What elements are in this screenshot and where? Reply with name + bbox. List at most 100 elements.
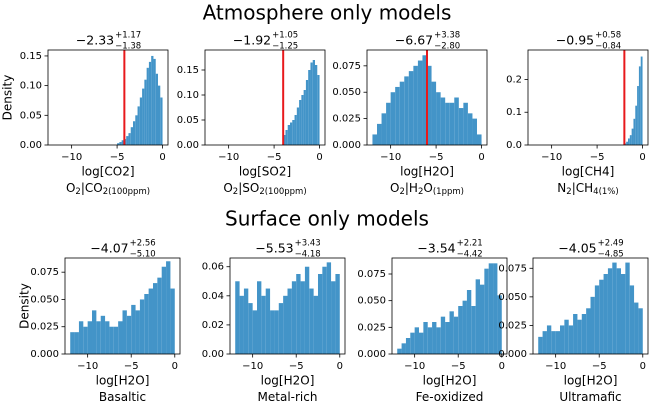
bar	[577, 319, 582, 354]
y-tick-label: 0.1	[506, 107, 522, 118]
panel-title-lower: −0.84	[595, 42, 621, 52]
sublabel-part: 2(100ppm)	[103, 187, 150, 197]
bar	[252, 310, 258, 354]
bar	[303, 90, 306, 145]
y-tick-label: 0.04	[202, 291, 224, 302]
panel-title: −1.92	[233, 33, 271, 48]
panel-title-lower: −1.25	[272, 42, 298, 52]
bar	[74, 332, 79, 354]
x-axis-label: log[H2O]	[564, 374, 618, 388]
bar	[248, 303, 253, 354]
bar	[100, 315, 106, 354]
bar	[135, 310, 140, 354]
bar	[148, 288, 153, 354]
bar	[397, 348, 402, 354]
bar	[631, 128, 634, 145]
bar	[119, 142, 122, 145]
bar	[401, 343, 406, 354]
bar	[278, 303, 284, 354]
bar	[296, 107, 300, 145]
y-tick-label: 0.075	[357, 269, 386, 280]
x-tick-label: −5	[429, 152, 444, 163]
x-tick-label: 0	[316, 152, 322, 163]
bar	[467, 113, 473, 145]
x-tick-label: −10	[218, 152, 239, 163]
bar	[466, 290, 472, 354]
bar	[117, 143, 120, 145]
sublabel-part: N	[557, 181, 566, 195]
x-tick-label: −5	[289, 361, 304, 372]
sublabel-part: Basaltic	[99, 390, 146, 404]
bar	[126, 315, 132, 354]
x-axis-sublabel: Basaltic	[99, 390, 146, 404]
bar	[304, 266, 310, 354]
bar	[423, 322, 428, 354]
x-tick-label: −10	[77, 361, 98, 372]
bar	[92, 310, 97, 354]
bar	[313, 295, 318, 354]
y-tick-label: 0.075	[332, 61, 361, 72]
sublabel-part: 2	[233, 187, 238, 197]
y-tick-label: 0.075	[30, 267, 59, 278]
y-tick-label: 0.025	[30, 322, 59, 333]
bar	[488, 263, 494, 354]
panel-title: −6.67	[395, 33, 433, 48]
bar	[308, 70, 311, 145]
bar	[616, 268, 621, 354]
bar	[305, 80, 309, 145]
bar	[239, 295, 244, 354]
bar	[118, 321, 123, 354]
axes-frame	[47, 49, 169, 146]
panel-title: −3.54	[417, 241, 455, 256]
x-tick-label: 0	[499, 361, 505, 372]
sublabel-part: O	[66, 181, 75, 195]
bar	[458, 306, 463, 354]
bar	[335, 274, 340, 354]
bar	[310, 62, 313, 145]
bar	[322, 266, 327, 354]
panel-title: −2.33	[76, 33, 114, 48]
bar	[139, 97, 143, 145]
bar	[309, 288, 314, 354]
bar	[377, 123, 382, 145]
panel-title: −5.53	[255, 241, 293, 256]
bar	[638, 308, 643, 354]
figure-title: Atmosphere only models	[203, 1, 452, 25]
bar	[153, 58, 156, 145]
panel-title-upper: +3.38	[434, 31, 460, 41]
bar	[287, 288, 292, 354]
x-axis-sublabel: N2|CH4(1%)	[557, 181, 618, 197]
bar	[635, 105, 638, 145]
sublabel-part: Fe-oxidized	[416, 390, 484, 404]
bar	[573, 314, 578, 354]
bar	[542, 331, 547, 354]
bar	[121, 140, 124, 145]
bar	[265, 288, 271, 354]
bar	[312, 60, 315, 145]
bar	[148, 61, 152, 145]
sublabel-part: 2	[418, 187, 423, 197]
x-tick-label: −5	[590, 152, 605, 163]
bar	[146, 67, 149, 145]
bar	[133, 121, 136, 145]
x-tick-label: 0	[172, 361, 178, 372]
x-axis-sublabel: Metal-rich	[258, 390, 318, 404]
bar	[555, 331, 561, 354]
bar	[449, 102, 455, 145]
sublabel-part: |CH	[572, 181, 593, 195]
panel-title-upper: +2.56	[130, 239, 156, 249]
y-tick-label: 0.02	[202, 320, 224, 331]
bar	[395, 86, 400, 145]
y-tick-label: 0.2	[506, 74, 522, 85]
panel-title-lower: −2.80	[434, 42, 460, 52]
bar	[628, 138, 630, 145]
sublabel-part: O	[423, 181, 432, 195]
panel-title-lower: −4.18	[295, 250, 321, 260]
bar	[453, 316, 459, 354]
y-tick-label: 0.000	[332, 140, 361, 151]
panel-title-lower: −1.38	[115, 42, 141, 52]
panel-title-upper: +1.05	[272, 31, 298, 41]
axes-frame	[532, 257, 649, 355]
x-axis-label: log[H2O]	[261, 374, 315, 388]
bar	[625, 262, 630, 354]
